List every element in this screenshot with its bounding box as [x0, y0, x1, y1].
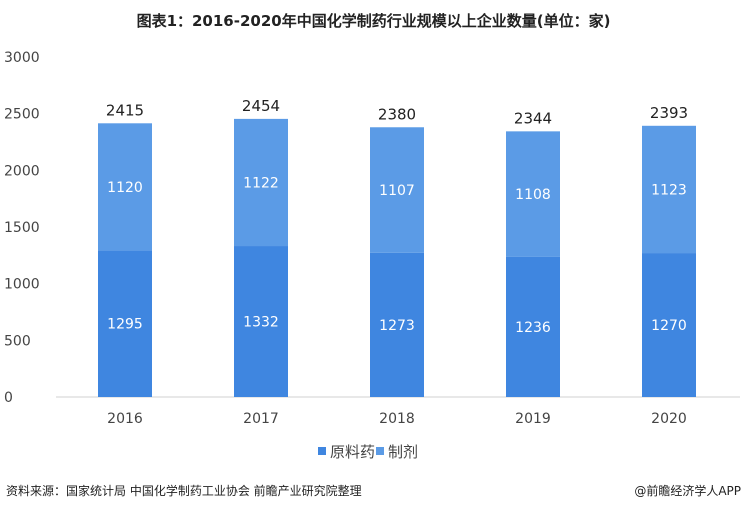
legend-label: 制剂: [388, 443, 418, 461]
data-label: 1295: [107, 317, 143, 333]
y-tick-label: 500: [4, 333, 31, 349]
bar-api: [642, 253, 696, 397]
total-label: 2380: [378, 105, 416, 123]
data-label: 1107: [379, 183, 415, 199]
bar-formulation: [506, 131, 560, 257]
data-label: 1332: [243, 315, 279, 331]
legend-swatch: [318, 447, 326, 455]
chart-title: 图表1：2016-2020年中国化学制药行业规模以上企业数量(单位：家): [136, 12, 611, 30]
bar-api: [370, 252, 424, 397]
y-tick-label: 0: [4, 390, 13, 406]
bar-api: [506, 256, 560, 397]
total-label: 2344: [514, 109, 552, 127]
x-tick-label: 2020: [651, 411, 687, 427]
y-tick-label: 1500: [4, 220, 40, 236]
y-tick-label: 2500: [4, 107, 40, 123]
bar-api: [98, 250, 152, 397]
legend-swatch: [376, 447, 384, 455]
total-label: 2454: [242, 97, 280, 115]
bar-formulation: [98, 123, 152, 251]
bar-api: [234, 246, 288, 397]
x-tick-label: 2019: [515, 411, 551, 427]
credit: @前瞻经济学人APP: [634, 484, 741, 498]
bar-formulation: [234, 118, 288, 247]
total-label: 2415: [106, 101, 144, 119]
legend-label: 原料药: [330, 443, 375, 461]
source-note: 资料来源：国家统计局 中国化学制药工业协会 前瞻产业研究院整理: [6, 484, 362, 498]
total-label: 2393: [650, 104, 688, 122]
data-label: 1120: [107, 180, 143, 196]
y-tick-label: 3000: [4, 50, 40, 66]
data-label: 1122: [243, 175, 279, 191]
data-label: 1236: [515, 320, 551, 336]
bar-chart: 0 500 1000 1500 2000 2500 3000 1295 1120 2415 2016…: [4, 50, 740, 461]
data-label: 1273: [379, 318, 415, 334]
y-tick-label: 1000: [4, 277, 40, 293]
y-tick-label: 2000: [4, 163, 40, 179]
data-label: 1108: [515, 187, 551, 203]
data-label: 1123: [651, 182, 687, 198]
data-label: 1270: [651, 318, 687, 334]
bar-formulation: [370, 127, 424, 253]
x-tick-label: 2018: [379, 411, 415, 427]
x-tick-label: 2016: [107, 411, 143, 427]
bar-formulation: [642, 125, 696, 254]
x-tick-label: 2017: [243, 411, 279, 427]
